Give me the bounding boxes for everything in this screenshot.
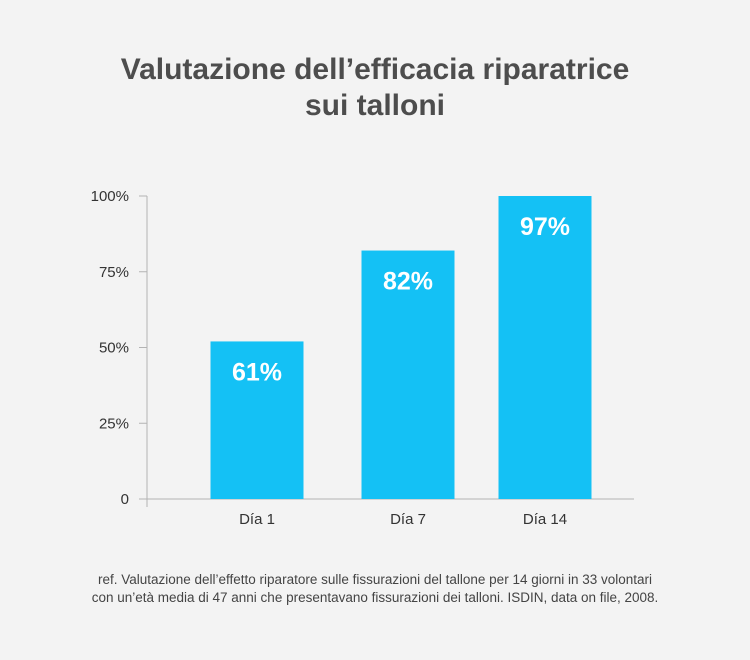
chart-title-line-2: sui talloni bbox=[304, 89, 445, 122]
footnote-line-2: con un’età media di 47 anni che presenta… bbox=[91, 590, 659, 605]
bar bbox=[361, 250, 455, 499]
x-category-label: Día 14 bbox=[523, 511, 567, 528]
x-category-label: Día 7 bbox=[390, 511, 426, 528]
footnote-line-1: ref. Valutazione dell’effetto riparatore… bbox=[97, 572, 653, 587]
footnote: ref. Valutazione dell’effetto riparatore… bbox=[0, 571, 750, 607]
y-tick-label: 75% bbox=[99, 264, 129, 281]
x-category-label: Día 1 bbox=[239, 511, 275, 528]
y-tick-label: 25% bbox=[99, 415, 129, 432]
bar bbox=[498, 196, 592, 499]
chart-title-line-1: Valutazione dell’efficacia riparatrice bbox=[120, 53, 630, 86]
chart-title: Valutazione dell’efficacia riparatrice s… bbox=[0, 52, 750, 124]
bar-data-label: 61% bbox=[232, 358, 282, 386]
y-tick-label: 0 bbox=[121, 491, 129, 508]
bar bbox=[210, 341, 304, 499]
y-tick-label: 50% bbox=[99, 340, 129, 357]
bar-data-label: 82% bbox=[383, 268, 433, 296]
y-tick-label: 100% bbox=[91, 188, 129, 205]
bar-data-label: 97% bbox=[520, 213, 570, 241]
